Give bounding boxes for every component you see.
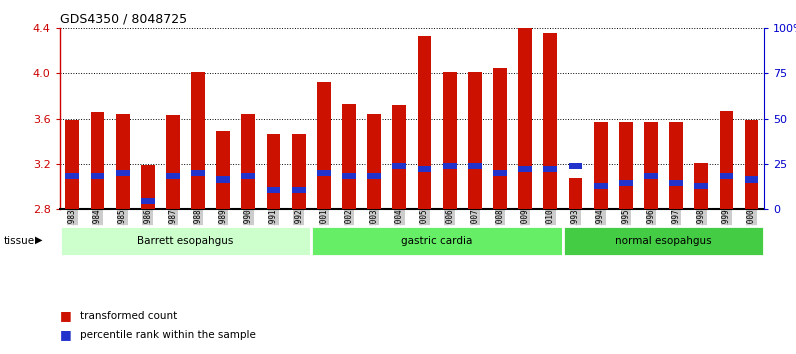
Bar [241,114,256,209]
Bar [267,187,280,193]
Bar [292,187,306,193]
Bar [493,170,507,176]
Bar [91,173,104,179]
Bar [694,183,708,189]
Bar [518,166,532,172]
Bar [392,163,406,169]
Bar [65,120,79,209]
Text: transformed count: transformed count [80,311,177,321]
Bar [166,173,180,179]
Bar [115,170,130,176]
Bar [392,105,406,209]
Bar [669,180,683,186]
Text: Barrett esopahgus: Barrett esopahgus [137,236,234,246]
Bar [241,173,256,179]
Bar [594,122,607,209]
Bar [669,122,683,209]
Bar [544,166,557,172]
Bar [468,72,482,209]
Text: ■: ■ [60,309,72,321]
Bar [644,122,657,209]
Bar [544,33,557,209]
Bar [418,36,431,209]
Bar [745,120,759,209]
Bar [267,135,280,209]
Bar [720,111,733,209]
Bar [292,135,306,209]
Bar [311,226,563,256]
Bar [65,173,79,179]
Bar [443,72,457,209]
Bar [115,114,130,209]
Bar [745,176,759,183]
Bar [493,68,507,209]
Text: ■: ■ [60,328,72,341]
Bar [166,115,180,209]
Bar [217,176,230,183]
Text: GDS4350 / 8048725: GDS4350 / 8048725 [60,12,187,25]
Text: percentile rank within the sample: percentile rank within the sample [80,330,256,340]
Bar [618,122,633,209]
Text: tissue: tissue [4,236,35,246]
Bar [191,170,205,176]
Bar [644,173,657,179]
Bar [563,226,764,256]
Bar [694,162,708,209]
Bar [141,198,154,204]
Bar [518,26,532,209]
Text: ▶: ▶ [35,235,42,245]
Bar [317,82,331,209]
Bar [317,170,331,176]
Bar [568,178,583,209]
Bar [618,180,633,186]
Bar [191,72,205,209]
Bar [594,183,607,189]
Bar [91,112,104,209]
Bar [418,166,431,172]
Bar [217,131,230,209]
Bar [367,173,381,179]
Bar [141,165,154,209]
Bar [342,173,356,179]
Text: normal esopahgus: normal esopahgus [615,236,712,246]
Bar [568,163,583,169]
Bar [720,173,733,179]
Bar [367,114,381,209]
Text: gastric cardia: gastric cardia [401,236,473,246]
Bar [60,226,311,256]
Bar [342,104,356,209]
Bar [468,163,482,169]
Bar [443,163,457,169]
